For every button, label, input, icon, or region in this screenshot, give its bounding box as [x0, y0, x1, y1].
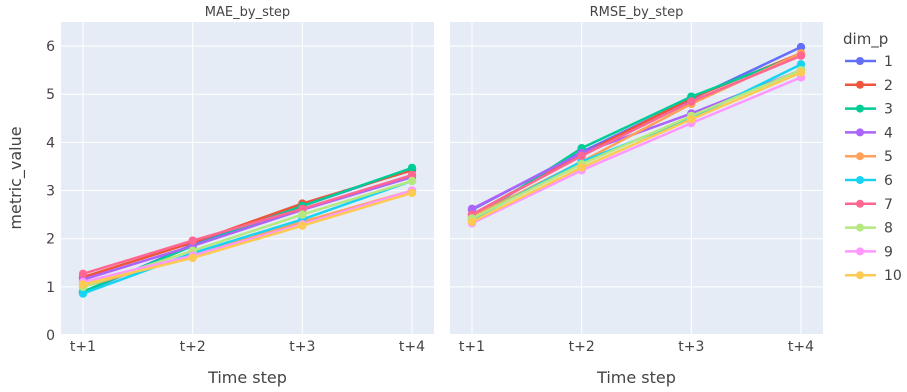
data-point: [298, 210, 307, 219]
data-point: [188, 253, 197, 263]
data-point: [78, 280, 88, 289]
x-tick-label: t+2: [180, 339, 206, 355]
legend-item-10: 10: [845, 268, 902, 284]
data-point: [407, 188, 417, 198]
series-line: [82, 189, 413, 284]
series-line: [471, 76, 802, 225]
data-point: [407, 163, 417, 173]
legend-marker: [856, 57, 864, 65]
x-tick-label: t+1: [70, 339, 96, 355]
data-point: [467, 204, 477, 214]
y-tick-label: 3: [46, 184, 55, 200]
facet-title: MAE_by_step: [205, 5, 290, 20]
data-point: [796, 51, 806, 60]
data-point: [298, 221, 307, 230]
series-10: [467, 68, 806, 227]
legend-label: 7: [884, 197, 893, 213]
legend-label: 8: [884, 221, 893, 237]
series-line: [471, 54, 802, 216]
legend-label: 5: [884, 149, 893, 165]
x-tick-label: t+3: [289, 339, 315, 355]
series-line: [471, 69, 802, 220]
legend-label: 9: [884, 244, 893, 260]
data-point: [188, 236, 197, 245]
x-tick-label: t+4: [788, 339, 814, 355]
data-point: [796, 68, 806, 77]
x-tick-label: t+2: [569, 339, 595, 355]
series-line: [471, 53, 802, 221]
legend-item-4: 4: [845, 125, 893, 141]
plot-background: [450, 22, 823, 335]
legend-item-6: 6: [845, 173, 893, 189]
x-axis-title: Time step: [596, 368, 676, 387]
legend-marker: [856, 199, 864, 208]
facet-RMSE_by_step: t+1 t+2 t+3 t+4 RMSE_by_step Time step: [450, 5, 823, 387]
y-tick-label: 4: [46, 135, 55, 151]
data-point: [407, 170, 417, 180]
series-10: [78, 188, 417, 289]
data-point: [796, 42, 806, 52]
facet-MAE_by_step: 0 1 2 3 4 5 6 t+1 t+2 t+3 t+4 MAE_by_step Time step: [46, 5, 434, 387]
y-tick-label: 6: [46, 39, 55, 55]
y-tick-label: 5: [46, 87, 55, 103]
data-point: [577, 151, 586, 161]
legend-label: 1: [884, 54, 893, 70]
y-axis-title: metric_value: [6, 126, 26, 229]
series-line: [82, 175, 413, 281]
x-axis-title: Time step: [207, 368, 287, 387]
series-line: [471, 71, 802, 223]
legend-marker: [856, 247, 864, 256]
legend-item-3: 3: [845, 102, 893, 118]
legend-marker: [856, 223, 864, 232]
y-tick-label: 1: [46, 280, 55, 296]
legend-label: 4: [884, 125, 893, 141]
data-point: [577, 163, 586, 172]
x-tick-label: t+3: [678, 339, 704, 355]
legend-label: 10: [884, 268, 902, 284]
data-point: [467, 217, 477, 227]
y-tick-label: 0: [46, 328, 55, 344]
legend-marker: [856, 152, 864, 161]
legend-marker: [856, 176, 864, 184]
data-point: [687, 115, 696, 124]
plot-background: [61, 22, 434, 335]
legend-item-1: 1: [845, 54, 893, 70]
x-tick-label: t+1: [459, 339, 485, 355]
series-line: [82, 191, 413, 286]
legend-marker: [856, 271, 864, 280]
legend-item-8: 8: [845, 221, 893, 237]
legend-items: 1 2 3 4 5 6 7 8 9 10: [845, 54, 902, 284]
legend-marker: [856, 128, 864, 137]
data-point: [298, 204, 307, 214]
series-line: [82, 179, 413, 295]
legend-item-7: 7: [845, 197, 893, 213]
legend-item-2: 2: [845, 78, 893, 94]
legend-title: dim_p: [843, 30, 888, 49]
y-tick-label: 2: [46, 232, 55, 248]
series-7: [78, 170, 417, 279]
data-point: [796, 60, 806, 69]
data-point: [407, 176, 417, 186]
legend-marker: [856, 80, 864, 89]
data-point: [78, 269, 88, 279]
legend-marker: [856, 104, 864, 113]
legend-label: 3: [884, 102, 893, 118]
facet-title: RMSE_by_step: [590, 5, 684, 20]
legend-label: 2: [884, 78, 893, 94]
legend: dim_p 1 2 3 4 5 6 7 8 9 10: [843, 30, 902, 284]
legend-item-5: 5: [845, 149, 893, 165]
data-point: [687, 97, 696, 106]
data-point: [78, 289, 88, 298]
legend-label: 6: [884, 173, 893, 189]
x-tick-label: t+4: [399, 339, 425, 355]
legend-item-9: 9: [845, 244, 893, 260]
series-line: [82, 173, 413, 276]
